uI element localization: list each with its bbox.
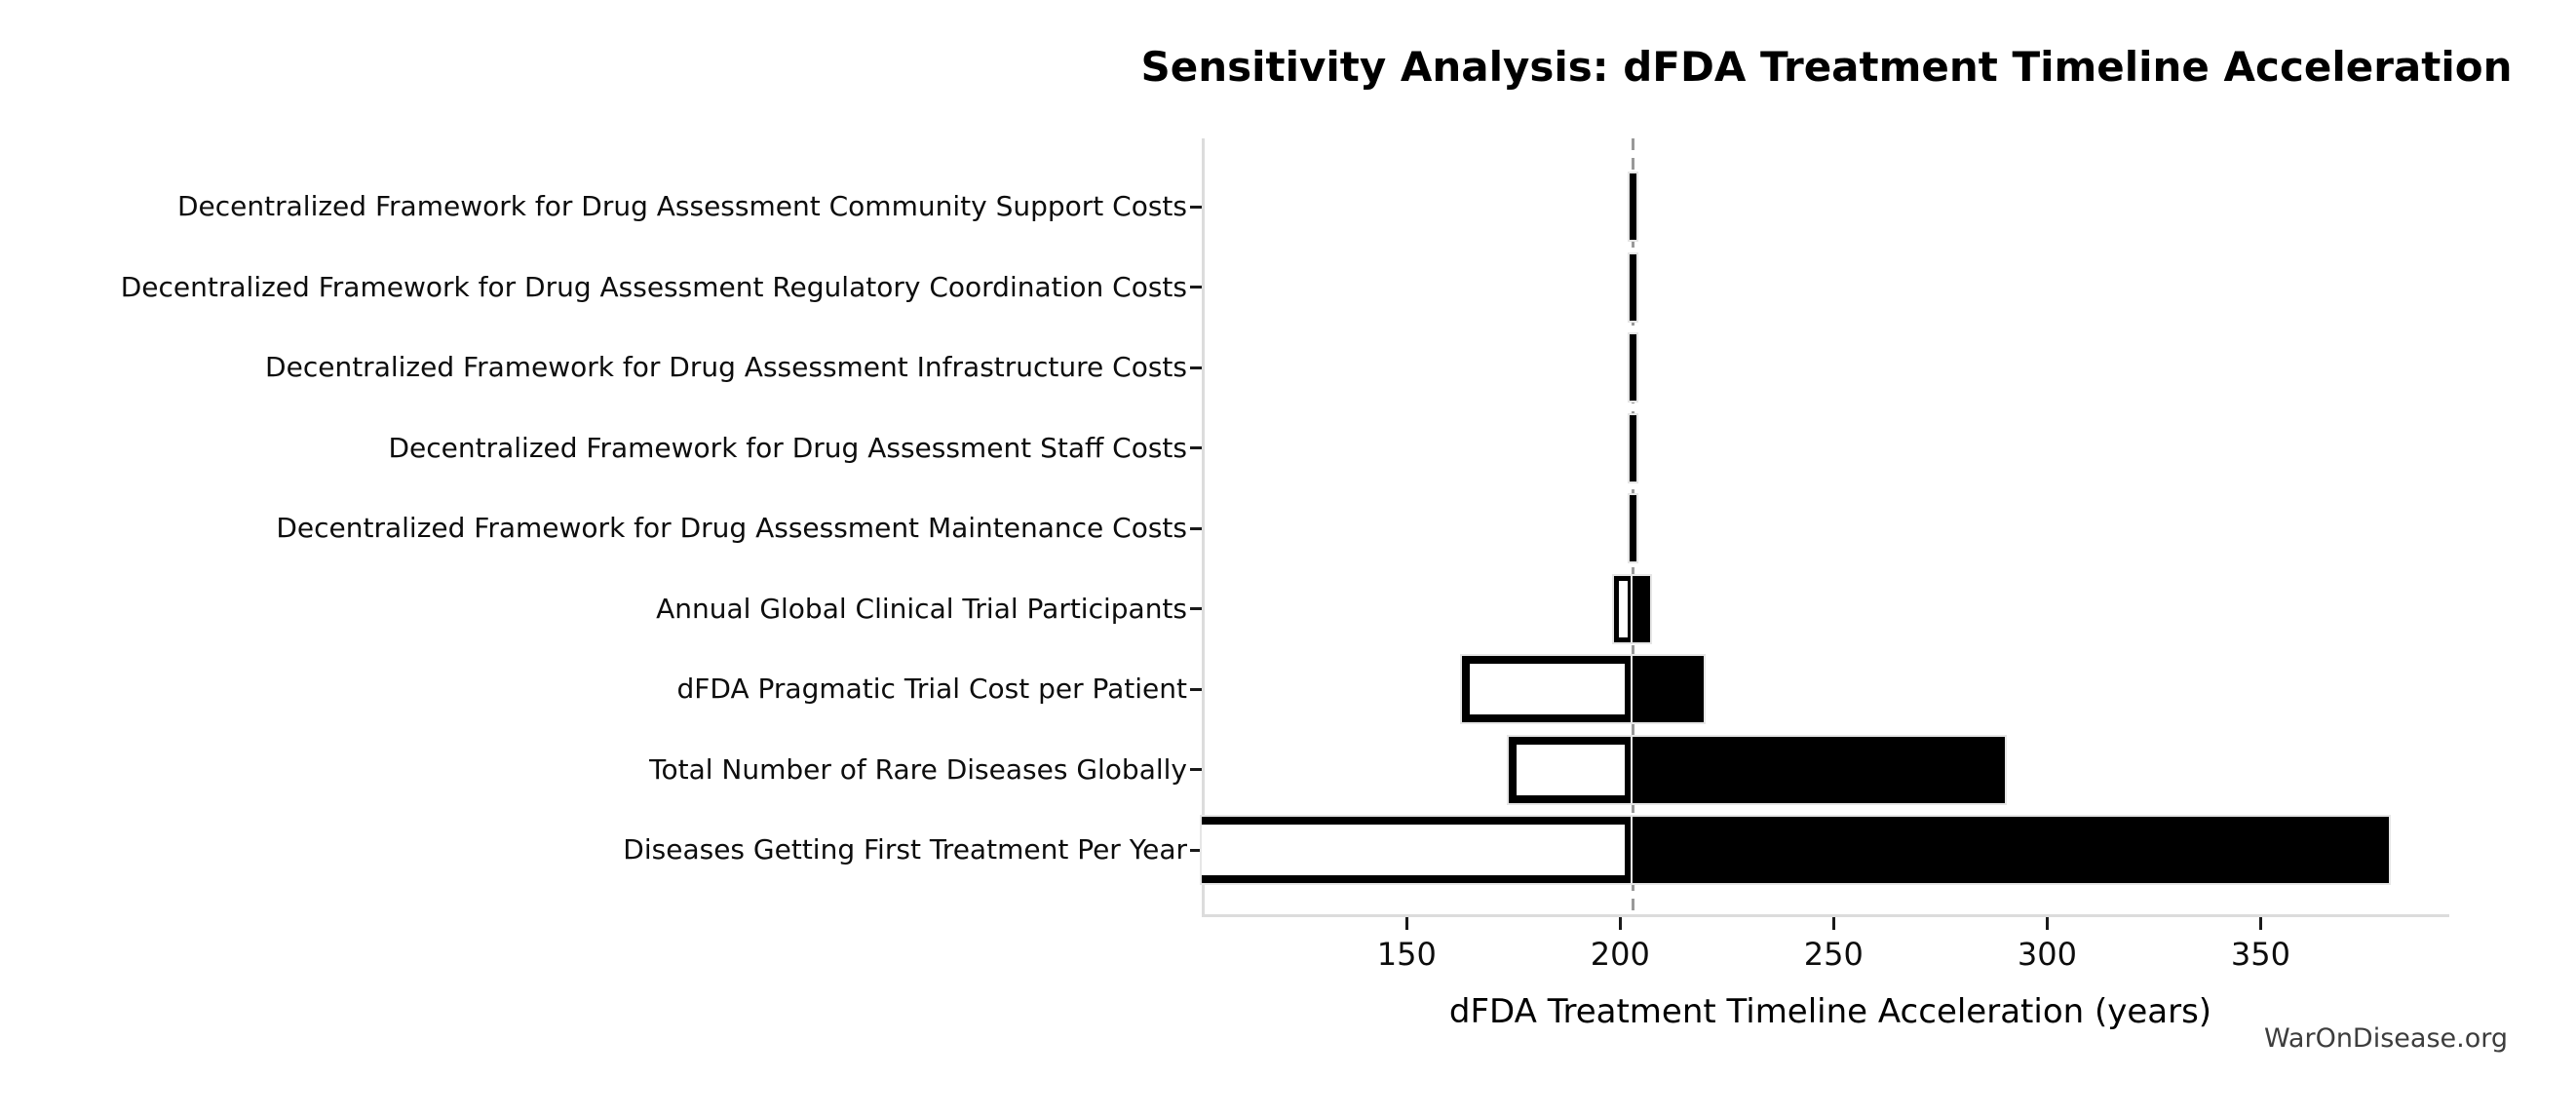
y-category-label: Decentralized Framework for Drug Assessm… [388,431,1187,464]
bar-low-segment [1509,736,1634,803]
x-tick-mark [1831,917,1835,930]
x-tick-label: 350 [2230,936,2290,973]
y-tick-mark [1190,366,1202,369]
plot-area [1202,138,2449,917]
bar-high-segment [1633,575,1650,642]
x-tick-label: 300 [2017,936,2077,973]
bar-low-segment [1202,817,1634,883]
bar-low-segment [1462,656,1634,722]
y-category-label: Decentralized Framework for Drug Assessm… [276,512,1187,544]
y-tick-mark [1190,687,1202,691]
x-tick-label: 200 [1590,936,1650,973]
y-tick-mark [1190,768,1202,771]
bar-negligible-range [1629,334,1636,401]
x-tick-mark [2045,917,2049,930]
y-category-label: dFDA Pragmatic Trial Cost per Patient [676,673,1188,705]
bar-high-segment [1633,817,2389,883]
x-axis-label: dFDA Treatment Timeline Acceleration (ye… [1448,992,2212,1031]
bar-negligible-range [1629,253,1636,321]
y-tick-mark [1190,607,1202,610]
y-tick-mark [1190,848,1202,852]
y-category-label: Total Number of Rare Diseases Globally [649,752,1187,786]
bar-negligible-range [1629,414,1636,481]
chart-title: Sensitivity Analysis: dFDA Treatment Tim… [1140,43,2513,91]
y-category-label: Decentralized Framework for Drug Assessm… [120,270,1187,303]
bar-low-segment [1613,575,1634,642]
watermark-text: WarOnDisease.org [2263,1023,2508,1054]
x-tick-mark [1404,917,1408,930]
y-category-label: Decentralized Framework for Drug Assessm… [177,190,1187,222]
y-tick-mark [1190,526,1202,530]
y-tick-mark [1190,205,1202,209]
y-category-label: Annual Global Clinical Trial Participant… [656,592,1187,625]
y-tick-mark [1190,446,1202,449]
bar-negligible-range [1629,495,1636,561]
bar-negligible-range [1629,173,1636,240]
bar-high-segment [1633,656,1704,722]
x-tick-label: 250 [1803,936,1864,973]
y-category-label: Decentralized Framework for Drug Assessm… [265,351,1187,383]
y-tick-mark [1190,286,1202,289]
bar-high-segment [1633,736,2005,803]
x-tick-mark [1618,917,1622,930]
y-category-label: Diseases Getting First Treatment Per Yea… [623,833,1187,866]
x-tick-label: 150 [1376,936,1437,973]
x-tick-mark [2258,917,2262,930]
